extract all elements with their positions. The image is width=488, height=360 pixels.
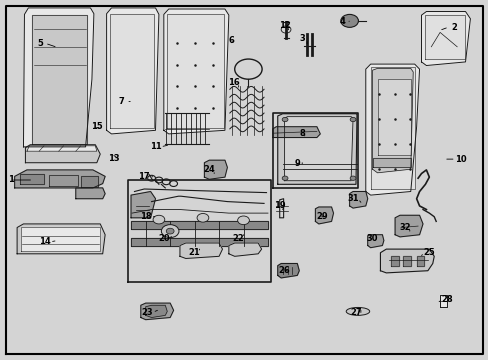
Polygon shape — [416, 256, 424, 266]
Text: 11: 11 — [149, 143, 161, 152]
Polygon shape — [403, 256, 410, 266]
Polygon shape — [204, 160, 227, 179]
Polygon shape — [425, 15, 464, 59]
Polygon shape — [23, 8, 94, 147]
Polygon shape — [284, 117, 352, 181]
Text: 15: 15 — [91, 122, 102, 131]
Polygon shape — [110, 14, 154, 128]
Polygon shape — [380, 249, 433, 273]
Polygon shape — [163, 9, 228, 134]
Polygon shape — [180, 243, 222, 258]
Circle shape — [197, 213, 208, 222]
Polygon shape — [49, 175, 78, 186]
Polygon shape — [228, 243, 261, 256]
Polygon shape — [145, 305, 167, 318]
Text: 4: 4 — [339, 17, 345, 26]
Text: 10: 10 — [454, 154, 466, 163]
Polygon shape — [20, 227, 100, 251]
Polygon shape — [20, 174, 44, 184]
Polygon shape — [394, 215, 422, 237]
Text: 3: 3 — [299, 34, 305, 43]
Text: 6: 6 — [228, 36, 234, 45]
Polygon shape — [272, 127, 320, 138]
Polygon shape — [367, 235, 383, 248]
Text: 16: 16 — [227, 78, 239, 87]
Text: 9: 9 — [294, 159, 300, 168]
Polygon shape — [277, 114, 356, 184]
Ellipse shape — [346, 307, 369, 315]
Text: 17: 17 — [138, 172, 150, 181]
Polygon shape — [365, 64, 419, 195]
Polygon shape — [439, 295, 446, 307]
Circle shape — [166, 228, 174, 234]
Text: 30: 30 — [366, 234, 378, 243]
Text: 20: 20 — [158, 234, 169, 243]
Text: 22: 22 — [232, 234, 244, 243]
Circle shape — [153, 215, 164, 224]
Circle shape — [161, 225, 179, 238]
Text: 29: 29 — [315, 212, 327, 221]
Text: 19: 19 — [273, 202, 285, 210]
Text: 18: 18 — [140, 212, 151, 221]
Text: 28: 28 — [441, 295, 452, 304]
Polygon shape — [141, 303, 173, 320]
Text: 14: 14 — [39, 238, 51, 246]
Text: 5: 5 — [37, 39, 43, 48]
Text: 27: 27 — [349, 308, 361, 317]
Polygon shape — [370, 67, 414, 189]
Polygon shape — [27, 146, 97, 151]
Text: 32: 32 — [398, 223, 410, 232]
Polygon shape — [277, 264, 299, 278]
Text: 21: 21 — [188, 248, 200, 257]
Polygon shape — [131, 192, 155, 218]
Polygon shape — [32, 15, 87, 144]
Polygon shape — [349, 192, 367, 208]
Polygon shape — [167, 14, 224, 128]
Text: 24: 24 — [203, 165, 215, 174]
Text: 23: 23 — [142, 308, 153, 317]
Circle shape — [282, 117, 287, 122]
Polygon shape — [372, 158, 410, 167]
Text: 31: 31 — [346, 194, 358, 203]
Text: 26: 26 — [278, 266, 290, 275]
Polygon shape — [421, 12, 469, 66]
Text: 12: 12 — [278, 21, 290, 30]
Polygon shape — [15, 170, 105, 188]
Polygon shape — [25, 145, 100, 163]
Circle shape — [237, 216, 249, 225]
Text: 2: 2 — [451, 22, 457, 31]
Polygon shape — [390, 256, 398, 266]
Polygon shape — [131, 221, 267, 229]
Circle shape — [282, 176, 287, 180]
Polygon shape — [315, 207, 333, 224]
Polygon shape — [76, 188, 105, 199]
Circle shape — [349, 176, 355, 180]
Polygon shape — [106, 8, 159, 134]
Text: 13: 13 — [107, 154, 119, 163]
Circle shape — [349, 117, 355, 122]
Text: 8: 8 — [299, 129, 305, 138]
Polygon shape — [81, 176, 98, 187]
Circle shape — [340, 14, 358, 27]
Polygon shape — [377, 79, 410, 155]
Text: 25: 25 — [423, 248, 434, 257]
Text: 7: 7 — [118, 97, 124, 106]
Polygon shape — [372, 68, 412, 173]
Polygon shape — [17, 224, 105, 254]
Text: 1: 1 — [8, 175, 14, 184]
Polygon shape — [131, 238, 267, 246]
